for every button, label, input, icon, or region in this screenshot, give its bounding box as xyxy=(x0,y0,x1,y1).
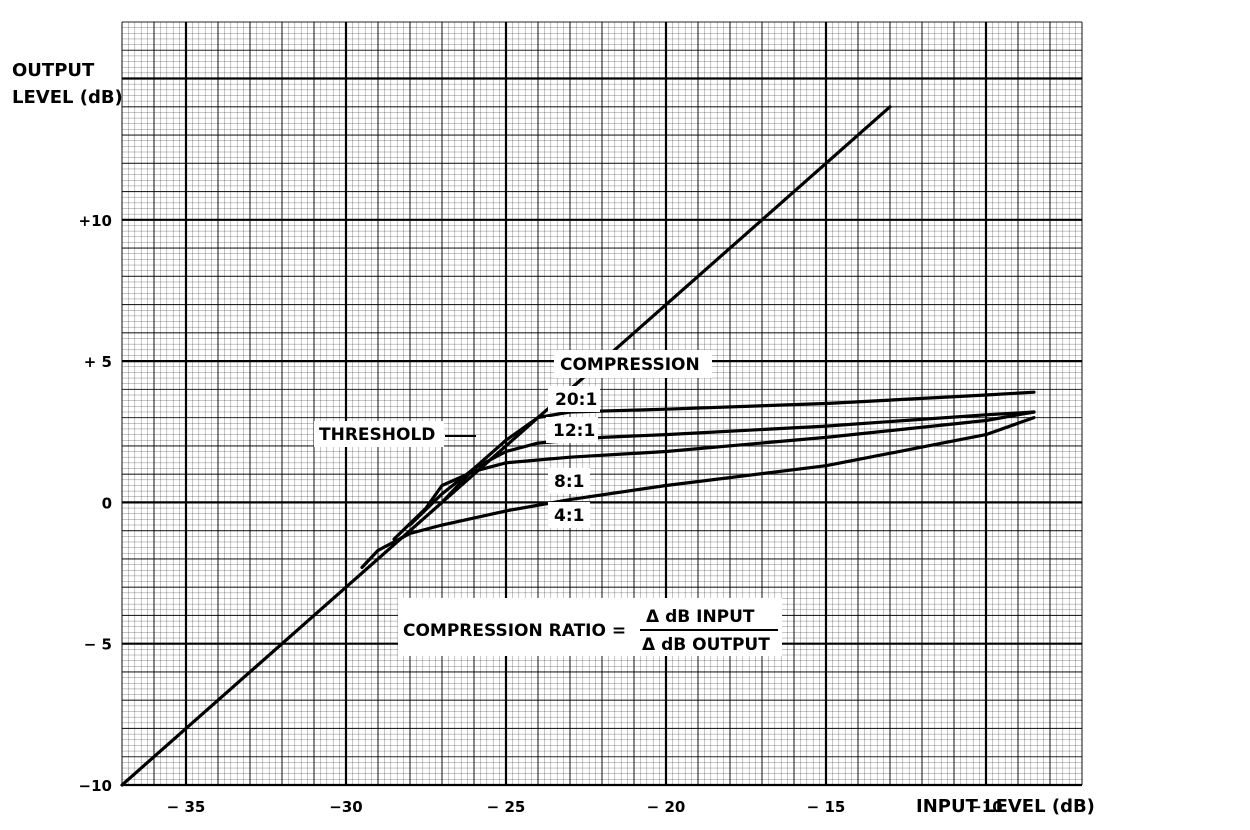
ratio-12-label: 12:1 xyxy=(553,421,595,441)
ratio-12-bg xyxy=(546,417,598,443)
x-tick-label: −30 xyxy=(329,798,362,816)
x-tick-label: − 35 xyxy=(167,798,206,816)
compression-label-bg xyxy=(554,350,712,378)
threshold-bg xyxy=(314,421,444,447)
series-line-r20 xyxy=(440,390,1036,504)
series-line-r8 xyxy=(392,410,1036,541)
formula-denominator: Δ dB OUTPUT xyxy=(642,635,770,655)
formula-bg xyxy=(398,598,782,656)
formula-lhs: COMPRESSION RATIO = xyxy=(403,621,626,641)
ratio-20-bg xyxy=(548,386,600,412)
y-tick-label: 0 xyxy=(102,494,112,512)
threshold-label: THRESHOLD xyxy=(319,425,435,445)
x-tick-label: − 25 xyxy=(487,798,526,816)
x-tick-labels: − 35 −30 − 25 − 20 − 15 −10 xyxy=(167,798,1003,816)
x-tick-label: − 15 xyxy=(807,798,846,816)
grid xyxy=(121,21,1083,787)
y-tick-label: + 5 xyxy=(84,353,112,371)
ratio-4-bg xyxy=(548,502,590,528)
series-line-unity xyxy=(120,105,892,787)
y-axis-label-line-1: OUTPUT xyxy=(12,60,95,81)
ratio-8-label: 8:1 xyxy=(554,472,584,492)
y-tick-label: − 5 xyxy=(84,636,112,654)
formula-numerator: Δ dB INPUT xyxy=(646,607,755,627)
series-line-r4 xyxy=(360,416,1036,569)
y-axis-label-line-2: LEVEL (dB) xyxy=(12,87,123,108)
ratio-8-bg xyxy=(548,468,590,494)
y-tick-labels: +10 + 5 0 − 5 −10 xyxy=(79,212,112,795)
x-axis-label: INPUT LEVEL (dB) xyxy=(916,796,1095,817)
ratio-4-label: 4:1 xyxy=(554,506,584,526)
ratio-20-label: 20:1 xyxy=(555,390,597,410)
curves xyxy=(120,105,1036,787)
y-tick-label: +10 xyxy=(79,212,112,230)
y-tick-label: −10 xyxy=(79,777,112,795)
x-tick-label: − 20 xyxy=(647,798,686,816)
compression-label: COMPRESSION xyxy=(560,355,700,375)
x-tick-label: −10 xyxy=(969,798,1002,816)
